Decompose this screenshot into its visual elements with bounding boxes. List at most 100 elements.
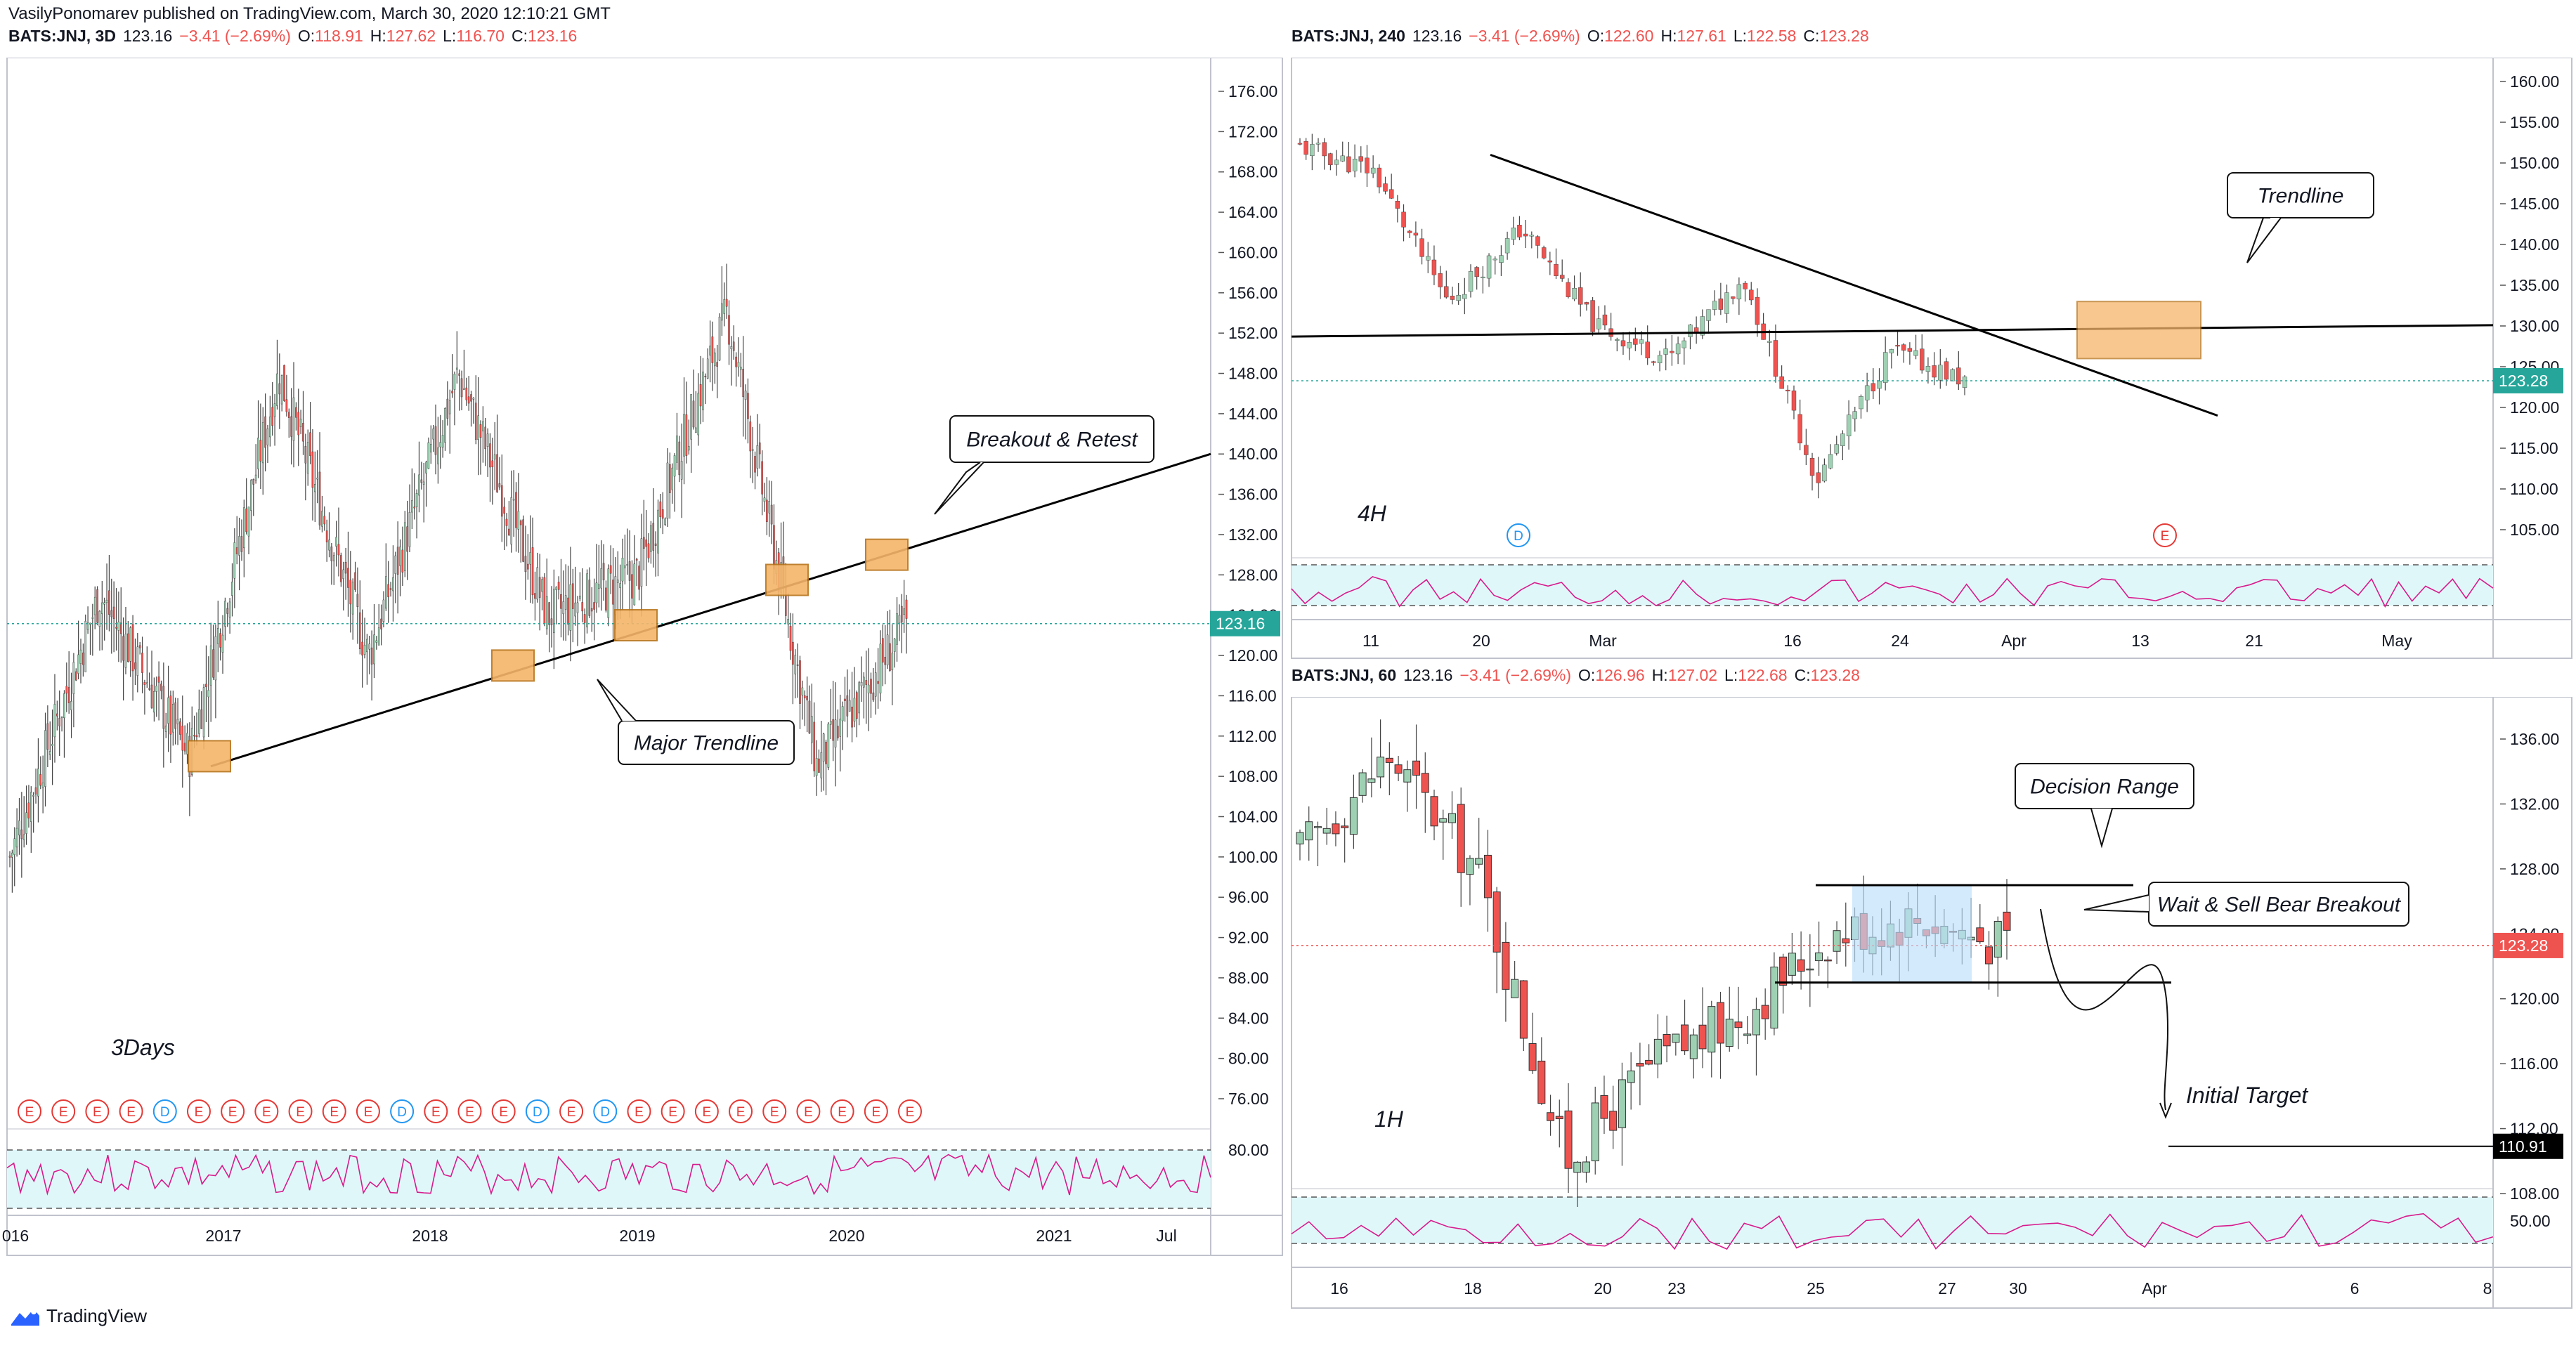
candle-down: [1602, 314, 1608, 326]
candle-up: [1743, 1033, 1752, 1036]
candle-up: [1962, 377, 1967, 388]
candle-down: [1559, 275, 1565, 279]
candle-up: [1618, 1079, 1626, 1128]
candle-up: [763, 497, 766, 502]
candle-down: [758, 442, 761, 455]
candle-up: [834, 719, 837, 747]
candle-up: [332, 555, 335, 561]
left-chart[interactable]: Breakout & Retest Major Trendline 3Days 17…: [0, 58, 1286, 1259]
event-marker: [356, 1099, 380, 1123]
br-c-label: C:: [1794, 666, 1811, 684]
candle-up: [657, 509, 659, 554]
candle-down: [122, 636, 124, 661]
candle-up: [886, 634, 889, 665]
candle-up: [167, 697, 169, 724]
price-tick-label: 152.00: [1228, 324, 1277, 342]
bottom-right-chart[interactable]: Decision Range Wait & Sell Bear Breakout I…: [1290, 697, 2576, 1315]
candle-up: [737, 362, 740, 367]
projected-path-arrow: [2159, 1102, 2172, 1119]
last-price-badge: [2493, 367, 2563, 393]
candle-down: [1322, 142, 1327, 157]
target-label: Initial Target: [2186, 1083, 2308, 1108]
tradingview-logo[interactable]: TradingView: [10, 1305, 147, 1327]
candle-up: [811, 716, 813, 743]
candle-down: [297, 412, 300, 436]
time-tick-label: 24: [1891, 632, 1909, 650]
event-marker: [525, 1099, 549, 1123]
price-tick-label: 84.00: [1228, 1009, 1269, 1027]
decision-callout-pointer: [2090, 808, 2113, 849]
time-tick-label: 21: [2245, 632, 2263, 650]
candle-down: [1431, 259, 1437, 275]
candle-down: [467, 396, 470, 404]
candle-down: [612, 580, 614, 605]
candle-up: [1499, 255, 1504, 263]
candle-up: [385, 576, 387, 609]
candle-up: [172, 703, 174, 733]
top-right-chart[interactable]: Trendline 4H 160.00 155.00 150.00 145.00 140.…: [1290, 58, 2576, 662]
decision-callout-text: Decision Range: [2030, 776, 2179, 799]
time-tick-label: Apr: [2001, 632, 2027, 650]
candle-down: [143, 682, 146, 685]
candle-up: [228, 601, 231, 618]
candle-down: [548, 602, 550, 625]
candle-down: [754, 456, 756, 473]
candle-down: [340, 555, 342, 582]
candle-up: [1672, 1033, 1680, 1043]
candle-up: [93, 596, 96, 615]
last-price-label: 123.28: [2499, 936, 2548, 955]
candle-down: [271, 407, 274, 426]
candle-up: [874, 672, 877, 697]
candle-up: [673, 455, 676, 477]
time-tick-label: Mar: [1589, 632, 1617, 650]
candle-down: [508, 528, 510, 535]
candle-down: [74, 671, 77, 681]
rsi-tick-label: 50.00: [2510, 1212, 2551, 1230]
candle-down: [451, 391, 453, 393]
tr-symbol: BATS:JNJ, 240: [1292, 27, 1405, 45]
candle-up: [848, 700, 851, 712]
left-annotations: Breakout & Retest Major Trendline 3Days: [7, 415, 1211, 1060]
candle-down: [157, 677, 160, 683]
candle-up: [321, 511, 323, 527]
candle-down: [1519, 980, 1528, 1039]
candle-down: [593, 602, 595, 610]
candle-down: [500, 485, 503, 517]
candle-up: [77, 654, 79, 674]
candle-up: [815, 758, 818, 776]
time-tick-label: 2020: [828, 1227, 864, 1245]
event-marker: [830, 1099, 854, 1123]
candle-up: [30, 792, 32, 822]
candle-down: [543, 577, 546, 624]
event-marker: [796, 1099, 821, 1123]
price-tick-label: 140.00: [1228, 445, 1277, 463]
candle-up: [292, 397, 295, 441]
candle-up: [555, 587, 558, 590]
price-tick-label: 116.00: [2510, 1054, 2558, 1073]
candle-up: [418, 474, 420, 496]
candle-down: [458, 373, 460, 376]
candle-down: [1457, 804, 1465, 873]
event-marker: [51, 1099, 76, 1123]
candle-down: [1785, 389, 1790, 391]
candle-down: [330, 547, 333, 561]
candle-down: [685, 414, 688, 456]
candle-up: [1627, 1070, 1635, 1083]
timeframe-label: 1H: [1374, 1106, 1404, 1132]
candle-down: [1554, 263, 1559, 276]
candle-up: [415, 493, 418, 507]
tr-change: −3.41 (−2.69%): [1469, 27, 1580, 45]
left-time-axis: 016 2017 2018 2019 2020 2021 Jul: [2, 1227, 1177, 1245]
candle-up: [427, 442, 430, 469]
candle-down: [1566, 282, 1571, 297]
candle-up: [335, 537, 337, 547]
candle-down: [766, 499, 768, 522]
candle-down: [1450, 296, 1455, 300]
candle-down: [661, 509, 664, 519]
candle-up: [1439, 818, 1448, 823]
candle-up: [614, 576, 617, 615]
tr-l: 122.58: [1747, 27, 1797, 45]
candle-up: [392, 577, 394, 592]
price-tick-label: 132.00: [2510, 795, 2559, 813]
left-o-label: O:: [297, 27, 316, 45]
